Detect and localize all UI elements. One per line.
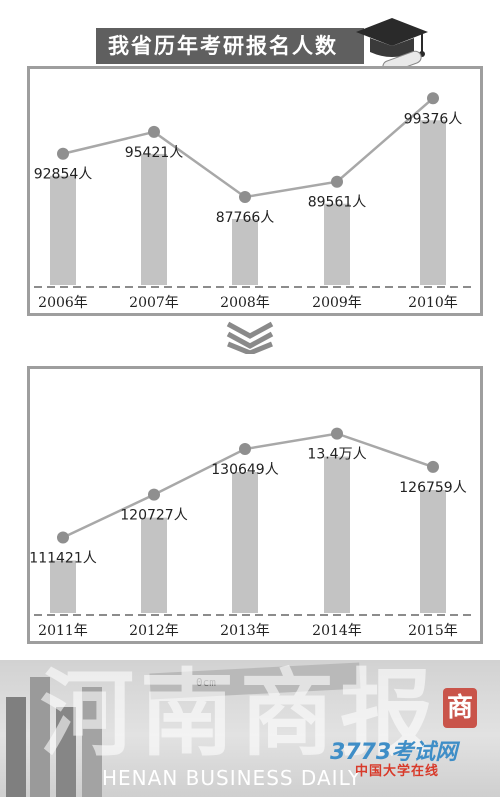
x-tick-label: 2010年 (408, 295, 458, 311)
x-tick-label: 2015年 (408, 623, 458, 639)
data-label: 111421人 (30, 550, 97, 566)
x-tick-label: 2006年 (38, 295, 88, 311)
trend-point (239, 443, 251, 456)
bar (420, 489, 446, 613)
trend-line (62, 97, 434, 199)
trend-point (331, 427, 343, 440)
ruler-text: 0cm (196, 676, 216, 689)
trend-point (148, 125, 160, 138)
data-label: 120727人 (120, 508, 187, 524)
data-label: 92854人 (34, 167, 93, 183)
watermark-site: 3773考试网 (330, 740, 458, 765)
trend-point (57, 531, 69, 544)
data-label: 95421人 (125, 145, 184, 161)
trend-point (57, 147, 69, 160)
bar (50, 175, 76, 285)
data-label: 130649人 (211, 462, 278, 478)
bar (420, 120, 446, 285)
x-tick-label: 2007年 (129, 295, 179, 311)
newspaper-banner: 0cm 河南商报 商 HENAN BUSINESS DAILY 3773考试网 … (0, 660, 500, 797)
x-tick-label: 2009年 (312, 295, 362, 311)
bar (50, 560, 76, 613)
bar (324, 456, 350, 613)
watermark-subtitle: 中国大学在线 (355, 764, 440, 779)
trend-point (427, 460, 439, 473)
bar (324, 203, 350, 285)
trend-point (148, 488, 160, 501)
chart-2011-2015: 111421人 2011年 120727人 2012年 130649人 2013年 13.4… (30, 427, 476, 639)
trend-point (239, 190, 251, 203)
data-label: 87766人 (216, 210, 275, 226)
data-label: 89561人 (308, 195, 367, 211)
chart-panel-2006-2010: 92854人 2006年 95421人 2007年 87766人 2008年 89561人 2… (27, 66, 483, 316)
data-label: 126759人 (399, 480, 466, 496)
newspaper-name: 河南商报 (40, 660, 441, 769)
trend-point (331, 175, 343, 188)
bar (232, 218, 258, 285)
newspaper-seal: 商 (443, 688, 477, 728)
chevron-down-icon (226, 321, 274, 354)
x-tick-label: 2013年 (220, 623, 270, 639)
chart-title: 我省历年考研报名人数 (96, 28, 364, 64)
bar (232, 472, 258, 613)
trend-point (427, 92, 439, 105)
x-tick-label: 2011年 (38, 623, 88, 639)
x-tick-label: 2008年 (220, 295, 270, 311)
data-label: 99376人 (404, 111, 463, 127)
newspaper-name-english: HENAN BUSINESS DAILY (102, 766, 362, 790)
bar (141, 153, 167, 285)
data-label: 13.4万人 (307, 447, 366, 463)
x-tick-label: 2014年 (312, 623, 362, 639)
bar (141, 517, 167, 613)
chart-panel-2011-2015: 111421人 2011年 120727人 2012年 130649人 2013年 13.4… (27, 366, 483, 644)
x-tick-label: 2012年 (129, 623, 179, 639)
graduation-cap-icon (356, 18, 428, 74)
chart-2006-2010: 92854人 2006年 95421人 2007年 87766人 2008年 89561人 2… (34, 92, 476, 311)
